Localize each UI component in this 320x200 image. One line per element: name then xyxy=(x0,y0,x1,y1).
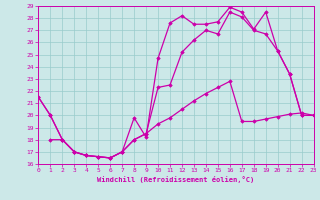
X-axis label: Windchill (Refroidissement éolien,°C): Windchill (Refroidissement éolien,°C) xyxy=(97,176,255,183)
